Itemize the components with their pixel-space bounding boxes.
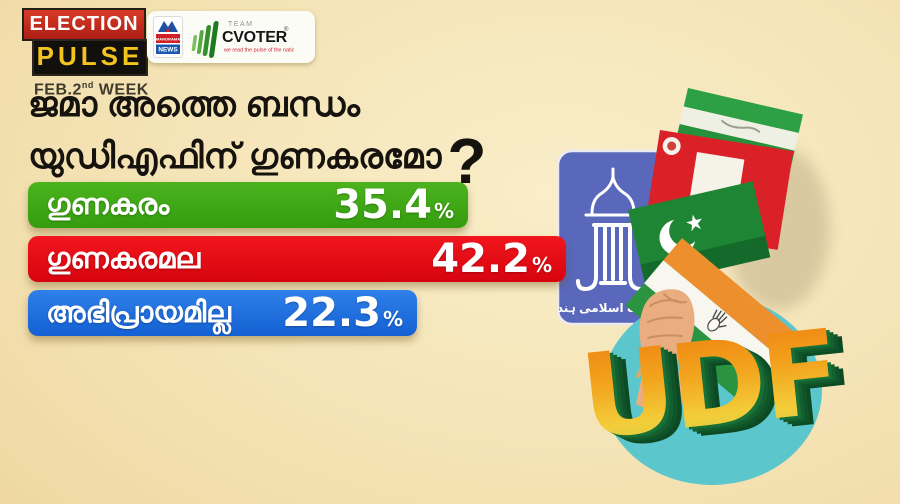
question-line-2: യുഡിഎഫിന് ഗുണകരമോ ? [28, 128, 486, 192]
star-icon [686, 214, 702, 232]
manorama-text: MANORAMA [156, 37, 180, 42]
result-label: ഗുണകരം [46, 188, 170, 221]
question-line-1: ജമാ അത്തെ ബന്ധം [28, 85, 360, 124]
pulse-label: PULSE [32, 39, 148, 76]
hand-illustration [636, 289, 695, 411]
result-value: 42.2% [431, 236, 552, 282]
manorama-news-logo: MANORAMA NEWS [153, 16, 183, 58]
election-label: ELECTION [22, 8, 146, 41]
poll-question: ജമാ അത്തെ ബന്ധം യുഡിഎഫിന് ഗുണകരമോ ? [28, 85, 486, 192]
manorama-m-icon [158, 21, 178, 32]
value-number: 22.3 [282, 290, 381, 336]
question-line-2-text: യുഡിഎഫിന് ഗുണകരമോ [28, 137, 442, 177]
partner-logos: MANORAMA NEWS TEAM CVOTER ® we read the … [147, 11, 315, 63]
week-label: FEB.2nd WEEK [34, 80, 149, 99]
result-value: 22.3% [282, 290, 403, 336]
svg-text:UDF: UDF [591, 313, 858, 474]
percent-sign: % [382, 307, 403, 331]
registered-mark: ® [284, 26, 289, 33]
result-label: അഭിപ്രായമില്ല [46, 296, 231, 329]
udf-3d-text: UDF UDF UDF UDF UDF [575, 305, 858, 474]
result-value: 35.4% [333, 182, 454, 228]
week-ordinal: nd [81, 80, 94, 90]
udf-flags-illustration: UDF UDF UDF UDF UDF [575, 88, 858, 485]
cvoter-team-text: TEAM [228, 21, 253, 28]
cvoter-logo: TEAM CVOTER ® we read the pulse of the n… [191, 21, 294, 58]
election-pulse-logo: ELECTION PULSE FEB.2nd WEEK [22, 8, 149, 99]
cvoter-pulse-icon [191, 21, 219, 58]
cvoter-name-text: CVOTER [222, 29, 288, 46]
result-bar-beneficial: ഗുണകരം 35.4% [28, 182, 468, 228]
question-mark: ? [447, 124, 487, 197]
value-number: 42.2 [431, 236, 530, 282]
svg-text:UDF: UDF [579, 307, 846, 468]
week-prefix: FEB.2 [34, 81, 82, 99]
result-bar-no-opinion: അഭിപ്രായമില്ല 22.3% [28, 290, 417, 336]
result-label: ഗുണകരമല [46, 242, 201, 275]
manorama-news-text: NEWS [158, 47, 178, 54]
cvoter-tagline: we read the pulse of the nation [223, 48, 294, 54]
svg-text:UDF: UDF [582, 309, 849, 470]
value-number: 35.4 [333, 182, 432, 228]
percent-sign: % [531, 253, 552, 277]
svg-text:UDF: UDF [587, 311, 854, 472]
percent-sign: % [433, 199, 454, 223]
udf-text-face: UDF [575, 305, 842, 466]
week-suffix: WEEK [93, 81, 149, 99]
result-bar-not-beneficial: ഗുണകരമല 42.2% [28, 236, 566, 282]
congress-hand-icon [707, 309, 728, 332]
